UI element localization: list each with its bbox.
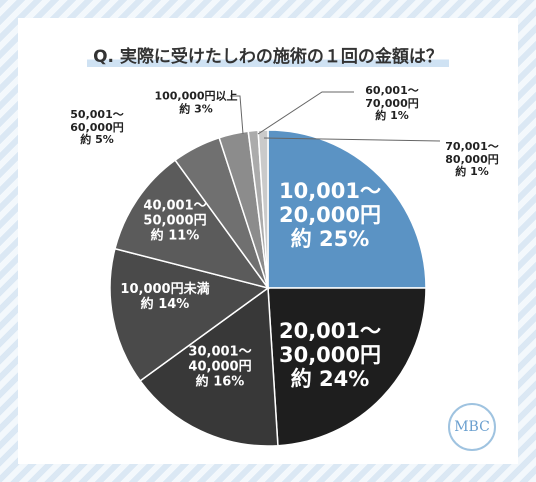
slice-label: 30,001～ 40,000円約 16% — [188, 344, 252, 391]
category-label: 60,001～ 70,000円 — [365, 84, 419, 110]
pie-slice — [109, 247, 270, 382]
logo: MBC — [448, 403, 496, 451]
value-label: 約 3% — [179, 102, 213, 115]
slice-label: 60,001～ 70,000円約 1% — [365, 84, 419, 123]
pie-slice — [267, 129, 427, 289]
leader-line — [257, 91, 354, 135]
value-label: 約 25% — [290, 227, 370, 252]
value-label: 約 1% — [455, 165, 489, 179]
slice-label: 50,001～ 60,000円約 5% — [70, 108, 124, 147]
pie-slice — [267, 287, 427, 447]
chart-title: Q. 実際に受けたしわの施術の１回の金額は？ — [0, 42, 536, 67]
pie-slice — [257, 129, 269, 289]
slice-label: 10,000円未満約 14% — [120, 282, 210, 313]
category-label: 20,001～ 30,000円 — [278, 318, 382, 367]
slice-label: 40,001～ 50,000円約 11% — [143, 198, 207, 245]
value-label: 約 14% — [140, 297, 190, 312]
slice-label: 70,001～ 80,000円約 1% — [445, 140, 499, 179]
value-label: 約 1% — [375, 109, 409, 123]
slice-label: 20,001～ 30,000円約 24% — [279, 319, 381, 391]
value-label: 約 16% — [195, 374, 245, 390]
category-label: 40,001～ 50,000円 — [143, 198, 207, 229]
leader-line — [230, 95, 244, 135]
title-text: Q. 実際に受けたしわの施術の１回の金額は？ — [87, 47, 449, 67]
value-label: 約 11% — [150, 228, 200, 244]
category-label: 30,001～ 40,000円 — [188, 344, 252, 375]
category-label: 50,001～ 60,000円 — [70, 108, 124, 134]
leader-line — [263, 137, 441, 142]
slice-label: 100,000円以上約 3% — [154, 90, 237, 115]
pie-slice — [139, 286, 279, 447]
pie-slice — [114, 159, 270, 290]
category-label: 100,000円以上 — [154, 89, 238, 103]
pie — [109, 129, 427, 447]
category-label: 70,001～ 80,000円 — [445, 140, 499, 166]
category-label: 10,001～ 20,000円 — [278, 178, 382, 227]
slice-label: 10,001～ 20,000円約 25% — [279, 179, 381, 251]
value-label: 約 5% — [80, 133, 114, 147]
category-label: 10,000円未満 — [120, 282, 210, 298]
value-label: 約 24% — [290, 367, 370, 392]
